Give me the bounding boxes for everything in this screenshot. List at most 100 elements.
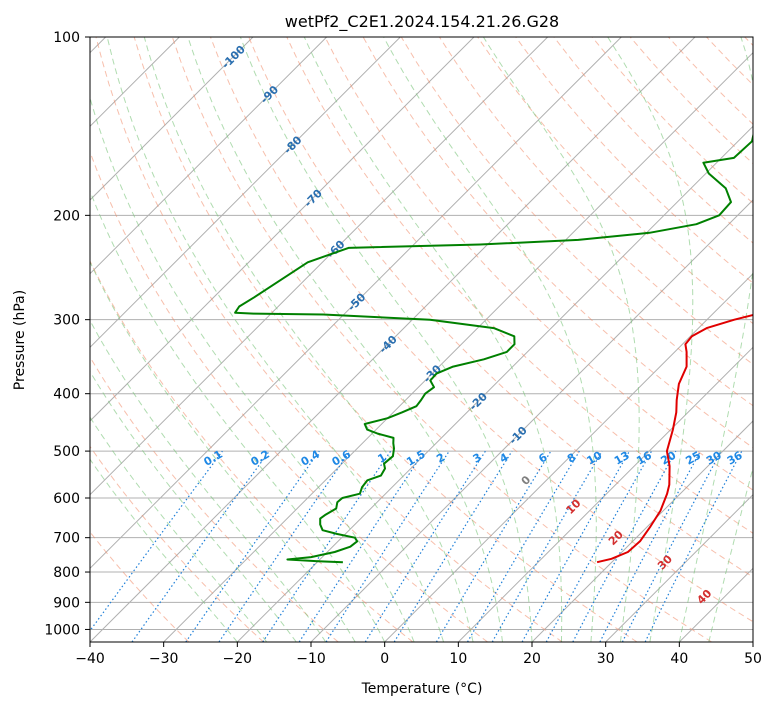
moist-adiabat-line (90, 416, 268, 642)
moist-adiabat-line (187, 37, 503, 642)
dry-adiabat-line (706, 37, 753, 86)
mixing-ratio-line (90, 450, 223, 632)
isotherm-line (90, 37, 254, 201)
dry-adiabat-line (90, 531, 190, 642)
y-tick-label: 700 (53, 531, 80, 547)
isotherm-line (90, 37, 401, 349)
y-tick-label: 100 (53, 30, 80, 46)
mixing-ratio-label: 8 (565, 451, 578, 466)
isotherm-label: -90 (258, 83, 281, 106)
x-axis-ticks: −40 −30 −20 −10 0 10 20 30 40 50 (75, 642, 762, 667)
isotherm-line (90, 37, 475, 422)
moist-adiabat-line (90, 189, 386, 642)
isotherm-line (310, 199, 753, 642)
x-tick-label: −10 (296, 651, 326, 667)
moist-adiabat-line (90, 260, 356, 642)
x-tick-label: −20 (223, 651, 253, 667)
y-tick-label: 400 (53, 387, 80, 403)
isotherm-line (236, 125, 753, 642)
y-tick-label: 200 (53, 208, 80, 224)
dry-adiabat-line (95, 37, 563, 642)
profile-series (234, 131, 753, 564)
x-tick-label: 50 (744, 651, 762, 667)
dry-adiabat-line (171, 37, 712, 642)
dry-adiabat-line (210, 37, 753, 623)
dry-adiabat-line (90, 150, 488, 642)
isotherm-line (90, 37, 696, 642)
mixing-ratio-label: 2 (434, 451, 447, 466)
moist-adiabat-label: 0 (519, 473, 534, 488)
y-axis-label: Pressure (hPa) (12, 290, 28, 390)
y-tick-label: 1000 (44, 622, 80, 638)
mixing-ratio-line (218, 450, 351, 642)
y-tick-label: 800 (53, 565, 80, 581)
isotherm-line (457, 346, 753, 642)
isotherm-line (678, 567, 753, 642)
mixing-ratio-line (393, 450, 513, 642)
moist-adiabat-line (482, 37, 640, 642)
isotherm-line (90, 37, 622, 570)
dry-adiabat-line (90, 356, 339, 642)
dry-adiabat-line (553, 37, 753, 244)
isotherm-line (605, 493, 753, 642)
x-tick-label: 20 (523, 651, 541, 667)
mixing-ratio-label: 4 (497, 450, 510, 465)
moist-adiabat-line (708, 466, 753, 642)
moist-adiabat-line (383, 37, 597, 642)
mixing-ratio-line (131, 450, 270, 642)
dry-adiabat-line (744, 37, 753, 47)
x-axis-label: Temperature (°C) (361, 681, 483, 697)
dry-adiabat-line (515, 37, 753, 284)
mixing-ratio-line (572, 450, 677, 642)
moist-adiabat-line (678, 37, 753, 642)
x-tick-label: −40 (75, 651, 105, 667)
mixing-ratio-line (262, 450, 392, 642)
background-grid (90, 37, 753, 642)
mixing-ratio-line (298, 450, 425, 642)
dry-adiabat-line (133, 37, 638, 642)
moist-adiabat-label: 10 (563, 497, 583, 517)
chart-title: wetPf2_C2E1.2024.154.21.26.G28 (285, 12, 559, 32)
isotherm-line (384, 272, 753, 642)
dry-adiabat-line (591, 37, 753, 204)
moist-adiabat-line (90, 96, 415, 642)
dry-adiabat-line (248, 37, 753, 578)
dry-adiabat-line (668, 37, 753, 125)
mixing-ratio-line (644, 450, 743, 642)
dewpoint-profile-line (234, 131, 753, 564)
dry-adiabat-line (90, 445, 264, 642)
mixing-ratio-line (325, 450, 450, 642)
dry-adiabat-line (286, 37, 753, 534)
isotherm-line (163, 51, 753, 642)
moist-adiabat-label: 40 (694, 587, 714, 607)
x-tick-label: 40 (670, 651, 688, 667)
x-tick-label: 10 (449, 651, 467, 667)
moist-adiabat-line (239, 37, 533, 642)
moist-adiabat-line (90, 319, 327, 642)
dry-adiabat-line (90, 259, 414, 642)
x-tick-label: 30 (597, 651, 615, 667)
mixing-ratio-line (521, 450, 631, 642)
isotherm-line (752, 641, 753, 642)
y-tick-label: 900 (53, 595, 80, 611)
moist-adiabat-label: 20 (606, 528, 626, 548)
isotherm-line (90, 37, 549, 496)
moist-adiabat-line (90, 370, 297, 642)
moist-adiabat-line (607, 37, 694, 642)
mixing-ratio-label: 1 (376, 451, 389, 466)
mixing-ratio-line (364, 450, 486, 642)
mixing-ratio-label: 3 (471, 451, 484, 466)
y-axis-ticks: 100 200 300 400 500 600 700 800 900 1000 (44, 30, 90, 638)
isotherm-line (531, 420, 753, 642)
moist-adiabat-line (303, 37, 563, 642)
y-tick-label: 300 (53, 313, 80, 329)
mixing-ratio-line (545, 450, 653, 642)
isotherm-line (90, 37, 328, 275)
x-tick-label: 0 (380, 651, 389, 667)
mixing-ratio-label: 6 (536, 450, 549, 465)
y-tick-label: 500 (53, 444, 80, 460)
plot-frame (89, 36, 754, 643)
mixing-ratio-line (185, 450, 320, 642)
temperature-profile-line (596, 313, 753, 564)
